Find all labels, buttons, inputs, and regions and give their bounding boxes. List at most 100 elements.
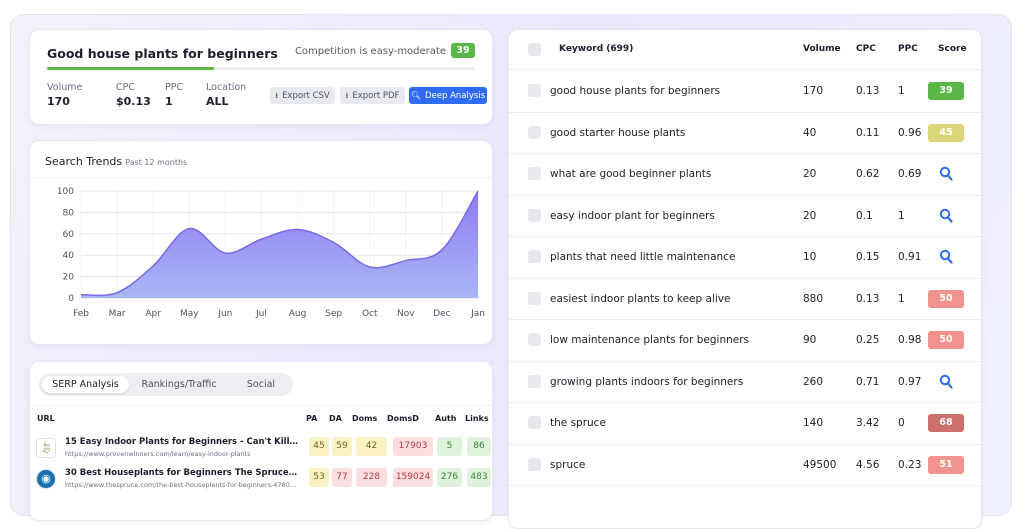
serp-tabs: SERP Analysis Rankings/Traffic Social [39,373,293,396]
trends-subtitle: Past 12 months [125,158,188,167]
keyword-volume: 170 [803,85,824,97]
search-trends-chart: 100 80 60 40 20 0 Feb Mar Apr May Jun Jul Aug Sep Oct N… [57,187,485,319]
select-all-checkbox[interactable] [528,43,541,56]
serp-url[interactable]: https://www.thespruce.com/the-best-house… [65,481,300,489]
keyword-ppc: 1 [898,85,905,97]
button-label: Deep Analysis [425,91,486,101]
col-keyword[interactable]: Keyword (699) [559,44,634,54]
col-auth: Auth [435,414,457,423]
serp-row[interactable]: ◉ 30 Best Houseplants for Beginners The … [30,464,492,492]
keyword-row[interactable]: good house plants for beginners 170 0.13 1 3… [509,71,981,113]
keyword-cpc: 0.25 [856,334,880,346]
export-pdf-button[interactable]: ⭳ Export PDF [340,87,405,104]
stat-label: Location [206,82,247,93]
row-checkbox[interactable] [528,374,541,388]
keyword-ppc: 0.23 [898,458,922,471]
serp-row[interactable]: 🍃︎ 15 Easy Indoor Plants for Beginners -… [30,433,492,461]
keyword-text[interactable]: the spruce [550,417,606,429]
search-icon: 🔍︎ [410,91,422,100]
deep-analysis-button[interactable]: 🔍︎ Deep Analysis [409,87,487,104]
stat-label: PPC [165,82,184,93]
keyword-text[interactable]: easy indoor plant for beginners [550,209,715,222]
search-icon[interactable] [939,249,953,265]
row-checkbox[interactable] [528,416,541,429]
search-icon[interactable] [939,374,953,390]
row-checkbox[interactable] [528,291,541,305]
keyword-text[interactable]: growing plants indoors for beginners [550,375,744,388]
search-trends-card: Search Trends Past 12 months 100 80 60 40 20 0… [29,140,493,345]
x-tick-label: Dec [433,309,450,319]
keyword-text[interactable]: what are good beginner plants [550,168,712,180]
keyword-table-header: Keyword (699) Volume CPC PPC Score [509,30,981,70]
keyword-volume: 20 [803,168,817,180]
keyword-text[interactable]: low maintenance plants for beginners [550,334,750,346]
search-icon[interactable] [939,166,953,182]
col-volume[interactable]: Volume [803,44,841,54]
keyword-ppc: 0.96 [898,126,922,139]
serp-title[interactable]: 30 Best Houseplants for Beginners The Sp… [65,468,300,478]
leaf-icon: 🍃︎ [36,438,56,458]
metric-da: 59 [332,437,352,456]
col-doms: Doms [352,414,378,423]
keyword-ppc: 0.91 [898,251,922,263]
serp-title[interactable]: 15 Easy Indoor Plants for Beginners - Ca… [65,437,300,447]
col-ppc[interactable]: PPC [898,44,918,54]
metric-doms: 42 [356,437,387,456]
stat-label: CPC [116,82,135,93]
x-tick-label: Jan [470,309,485,319]
keyword-volume: 49500 [803,458,837,471]
keyword-volume: 260 [803,375,824,388]
stat-cpc: CPC $0.13 [116,82,151,108]
row-checkbox[interactable] [528,457,541,471]
keyword-row[interactable]: what are good beginner plants 20 0.62 0.69 [509,154,981,196]
serp-url[interactable]: https://www.provenwinners.com/learn/easy… [65,450,251,458]
keyword-row[interactable]: easy indoor plant for beginners 20 0.1 1 [509,196,981,237]
search-icon[interactable] [939,208,953,224]
keyword-row[interactable]: good starter house plants 40 0.11 0.96 45 [509,113,981,154]
keyword-text[interactable]: good house plants for beginners [550,85,721,97]
tab-social[interactable]: Social [246,379,276,390]
row-checkbox[interactable] [528,125,541,139]
trend-area [81,191,478,298]
keyword-table: Keyword (699) Volume CPC PPC Score good … [508,29,982,529]
keyword-cpc: 0.1 [856,209,873,222]
keyword-text[interactable]: easiest indoor plants to keep alive [550,292,731,305]
keyword-text[interactable]: plants that need little maintenance [550,251,736,263]
x-tick-label: May [180,309,199,319]
col-da: DA [329,414,342,423]
col-score[interactable]: Score [938,44,967,54]
keyword-row[interactable]: spruce 49500 4.56 0.23 51 [509,445,981,486]
col-pa: PA [306,414,318,423]
row-checkbox[interactable] [528,333,541,346]
tab-rankings-traffic[interactable]: Rankings/Traffic [141,379,217,390]
export-csv-button[interactable]: ⭳ Export CSV [270,87,335,104]
y-tick-label: 100 [57,187,74,197]
keyword-row[interactable]: growing plants indoors for beginners 260 0… [509,362,981,403]
col-domsd: DomsD [387,414,419,423]
download-icon: ⭳ [275,91,279,100]
keyword-volume: 140 [803,417,824,429]
col-cpc[interactable]: CPC [856,44,876,54]
tab-serp-analysis[interactable]: SERP Analysis [42,376,129,393]
stat-value: $0.13 [116,95,151,108]
x-tick-label: Apr [145,309,161,319]
keyword-row[interactable]: plants that need little maintenance 10 0.1… [509,237,981,279]
keyword-text[interactable]: spruce [550,458,586,471]
row-checkbox[interactable] [528,167,541,180]
trend-line [80,190,479,297]
keyword-cpc: 0.15 [856,251,880,263]
y-tick-label: 20 [63,273,75,283]
metric-links: 86 [467,437,491,456]
keyword-row[interactable]: easiest indoor plants to keep alive 880 0.… [509,279,981,320]
metric-doms: 228 [356,468,387,487]
metric-domsd: 17903 [393,437,433,456]
keyword-text[interactable]: good starter house plants [550,126,686,139]
score-badge: 39 [928,82,964,100]
row-checkbox[interactable] [528,84,541,97]
row-checkbox[interactable] [528,250,541,263]
keyword-row[interactable]: low maintenance plants for beginners 90 0.… [509,320,981,362]
keyword-row[interactable]: the spruce 140 3.42 0 68 [509,403,981,445]
keyword-summary-card: Good house plants for beginners Competit… [29,29,493,125]
row-checkbox[interactable] [528,208,541,222]
keyword-volume: 40 [803,126,817,139]
